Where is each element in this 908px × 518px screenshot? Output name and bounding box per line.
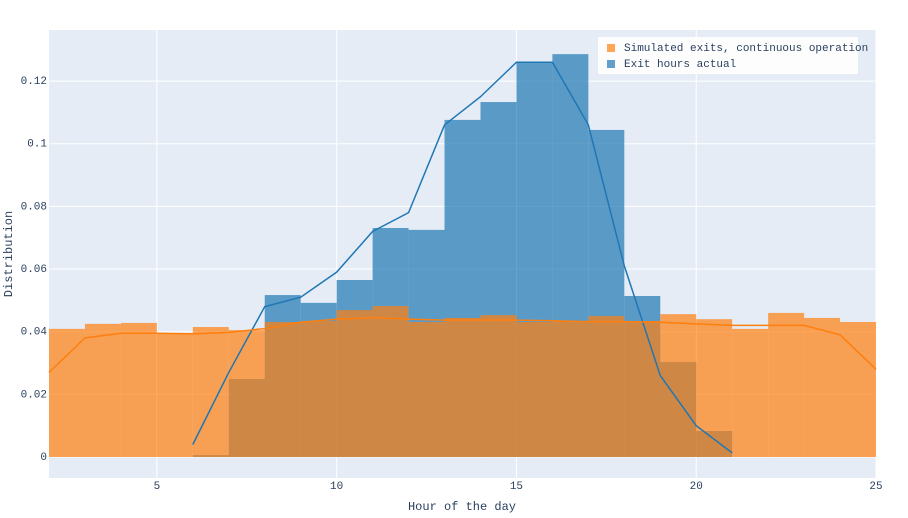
y-tick-label: 0.08 <box>21 201 47 213</box>
histogram-bar <box>624 321 661 458</box>
histogram-bar <box>156 332 193 458</box>
kde-line <box>192 61 733 454</box>
y-tick-label: 0.06 <box>21 264 47 276</box>
histogram-bar <box>516 321 553 458</box>
histogram-bar <box>444 317 481 458</box>
histogram-bar <box>336 310 373 458</box>
x-tick-label: 10 <box>330 481 343 493</box>
x-tick-label: 5 <box>154 481 161 493</box>
histogram-bar <box>84 323 121 458</box>
histogram-bar <box>408 321 445 458</box>
kde-line <box>48 316 877 373</box>
histogram-bar <box>840 321 876 458</box>
histogram-bar <box>732 328 769 458</box>
histogram-bar <box>768 312 805 458</box>
y-tick-label: 0.02 <box>21 389 47 401</box>
legend-box <box>598 37 858 74</box>
histogram-bar <box>228 330 265 458</box>
legend-swatch <box>607 60 615 68</box>
x-axis-title: Hour of the day <box>408 500 516 514</box>
legend: Simulated exits, continuous operation Exi… <box>607 43 868 71</box>
histogram-bar <box>192 326 229 458</box>
histogram-bar <box>660 314 697 458</box>
histogram-bar <box>120 322 157 458</box>
histogram-bar <box>264 321 301 458</box>
bars <box>49 54 876 458</box>
y-tick-label: 0 <box>40 452 47 464</box>
legend-label: Simulated exits, continuous operation <box>624 43 868 55</box>
x-tick-label: 15 <box>510 481 523 493</box>
histogram-bar <box>552 321 589 458</box>
histogram-bar <box>804 317 841 458</box>
axes: 0 0.02 0.04 0.06 0.08 0.1 0.12 5 10 15 20 25 <box>21 76 883 493</box>
histogram-bar <box>480 315 517 458</box>
histogram-bar <box>300 321 337 458</box>
histogram-bar <box>696 319 733 458</box>
legend-swatch <box>607 44 615 52</box>
y-tick-label: 0.04 <box>21 327 48 339</box>
histogram-bar <box>372 306 409 458</box>
histogram-bar <box>588 316 625 458</box>
lines <box>48 61 877 454</box>
y-axis-title: Distribution <box>2 211 16 297</box>
x-tick-label: 25 <box>869 481 882 493</box>
histogram-bar <box>49 328 85 458</box>
x-tick-label: 20 <box>690 481 703 493</box>
legend-label: Exit hours actual <box>624 59 736 71</box>
y-tick-label: 0.1 <box>27 139 47 151</box>
y-tick-label: 0.12 <box>21 76 47 88</box>
